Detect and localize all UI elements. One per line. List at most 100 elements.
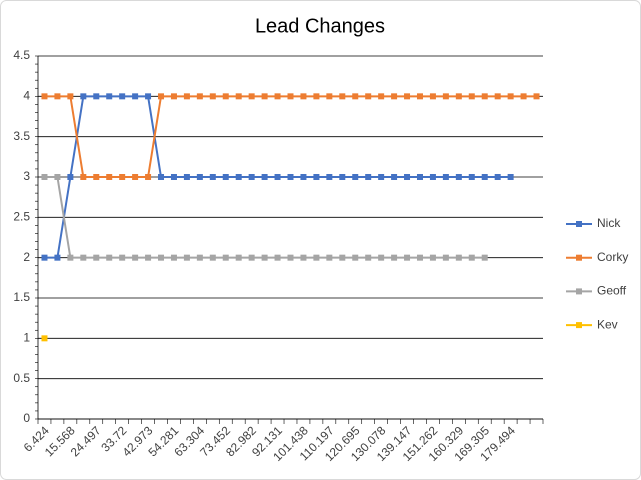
marker [468,254,475,261]
marker [300,93,307,100]
marker [481,174,488,180]
marker [494,174,501,180]
marker [274,174,281,180]
marker [468,93,475,100]
marker [352,174,359,180]
marker [222,93,229,100]
marker [274,254,281,261]
legend-marker [576,254,582,261]
marker [248,93,255,100]
marker [442,93,449,100]
marker [119,174,126,180]
marker [507,93,514,100]
marker [183,254,190,261]
legend-label: Nick [597,216,621,230]
marker [365,174,372,180]
marker [80,174,87,180]
marker [481,93,488,100]
marker [41,93,48,100]
marker [222,254,229,261]
marker [352,254,359,261]
marker [378,93,385,100]
marker [313,254,320,261]
y-tick-label: 3 [23,169,30,183]
marker [132,254,139,261]
marker [80,254,87,261]
legend-label: Corky [597,250,628,264]
legend-label: Geoff [597,284,627,298]
marker [300,174,307,180]
y-tick-label: 4.5 [13,48,30,62]
marker [183,93,190,100]
marker [533,93,540,100]
marker [80,93,87,100]
legend-marker [576,221,582,227]
marker [391,174,398,180]
marker [365,93,372,100]
marker [170,174,177,180]
marker [313,174,320,180]
marker [352,93,359,100]
marker [416,174,423,180]
marker [106,174,113,180]
marker [300,254,307,261]
y-tick-label: 1 [23,331,30,345]
marker [404,174,411,180]
marker [106,93,113,100]
marker [404,254,411,261]
y-tick-label: 2 [23,250,30,264]
marker [455,93,462,100]
marker [235,93,242,100]
marker [170,93,177,100]
marker [158,254,165,261]
y-tick-label: 3.5 [13,129,30,143]
marker [67,254,74,261]
marker [287,174,294,180]
marker [222,174,229,180]
marker [378,174,385,180]
marker [442,174,449,180]
marker [67,93,74,100]
marker [158,93,165,100]
y-tick-label: 0.5 [13,371,30,385]
marker [481,254,488,261]
marker [248,174,255,180]
marker [378,254,385,261]
marker [520,93,527,100]
marker [41,254,48,261]
marker [93,254,100,261]
y-tick-label: 4 [23,89,30,103]
marker [235,174,242,180]
marker [41,174,48,180]
marker [339,254,346,261]
marker [93,93,100,100]
marker [209,254,216,261]
marker [274,93,281,100]
marker [196,254,203,261]
marker [54,174,61,180]
marker [196,174,203,180]
marker [235,254,242,261]
marker [326,93,333,100]
marker [132,174,139,180]
marker [391,93,398,100]
marker [404,93,411,100]
marker [416,93,423,100]
marker [416,254,423,261]
marker [429,174,436,180]
y-tick-label: 0 [23,411,30,425]
y-tick-label: 1.5 [13,290,30,304]
y-tick-label: 2.5 [13,210,30,224]
marker [326,254,333,261]
marker [145,254,152,261]
marker [326,174,333,180]
marker [365,254,372,261]
marker [67,174,74,180]
marker [209,93,216,100]
marker [429,93,436,100]
marker [145,93,152,100]
marker [54,93,61,100]
marker [209,174,216,180]
